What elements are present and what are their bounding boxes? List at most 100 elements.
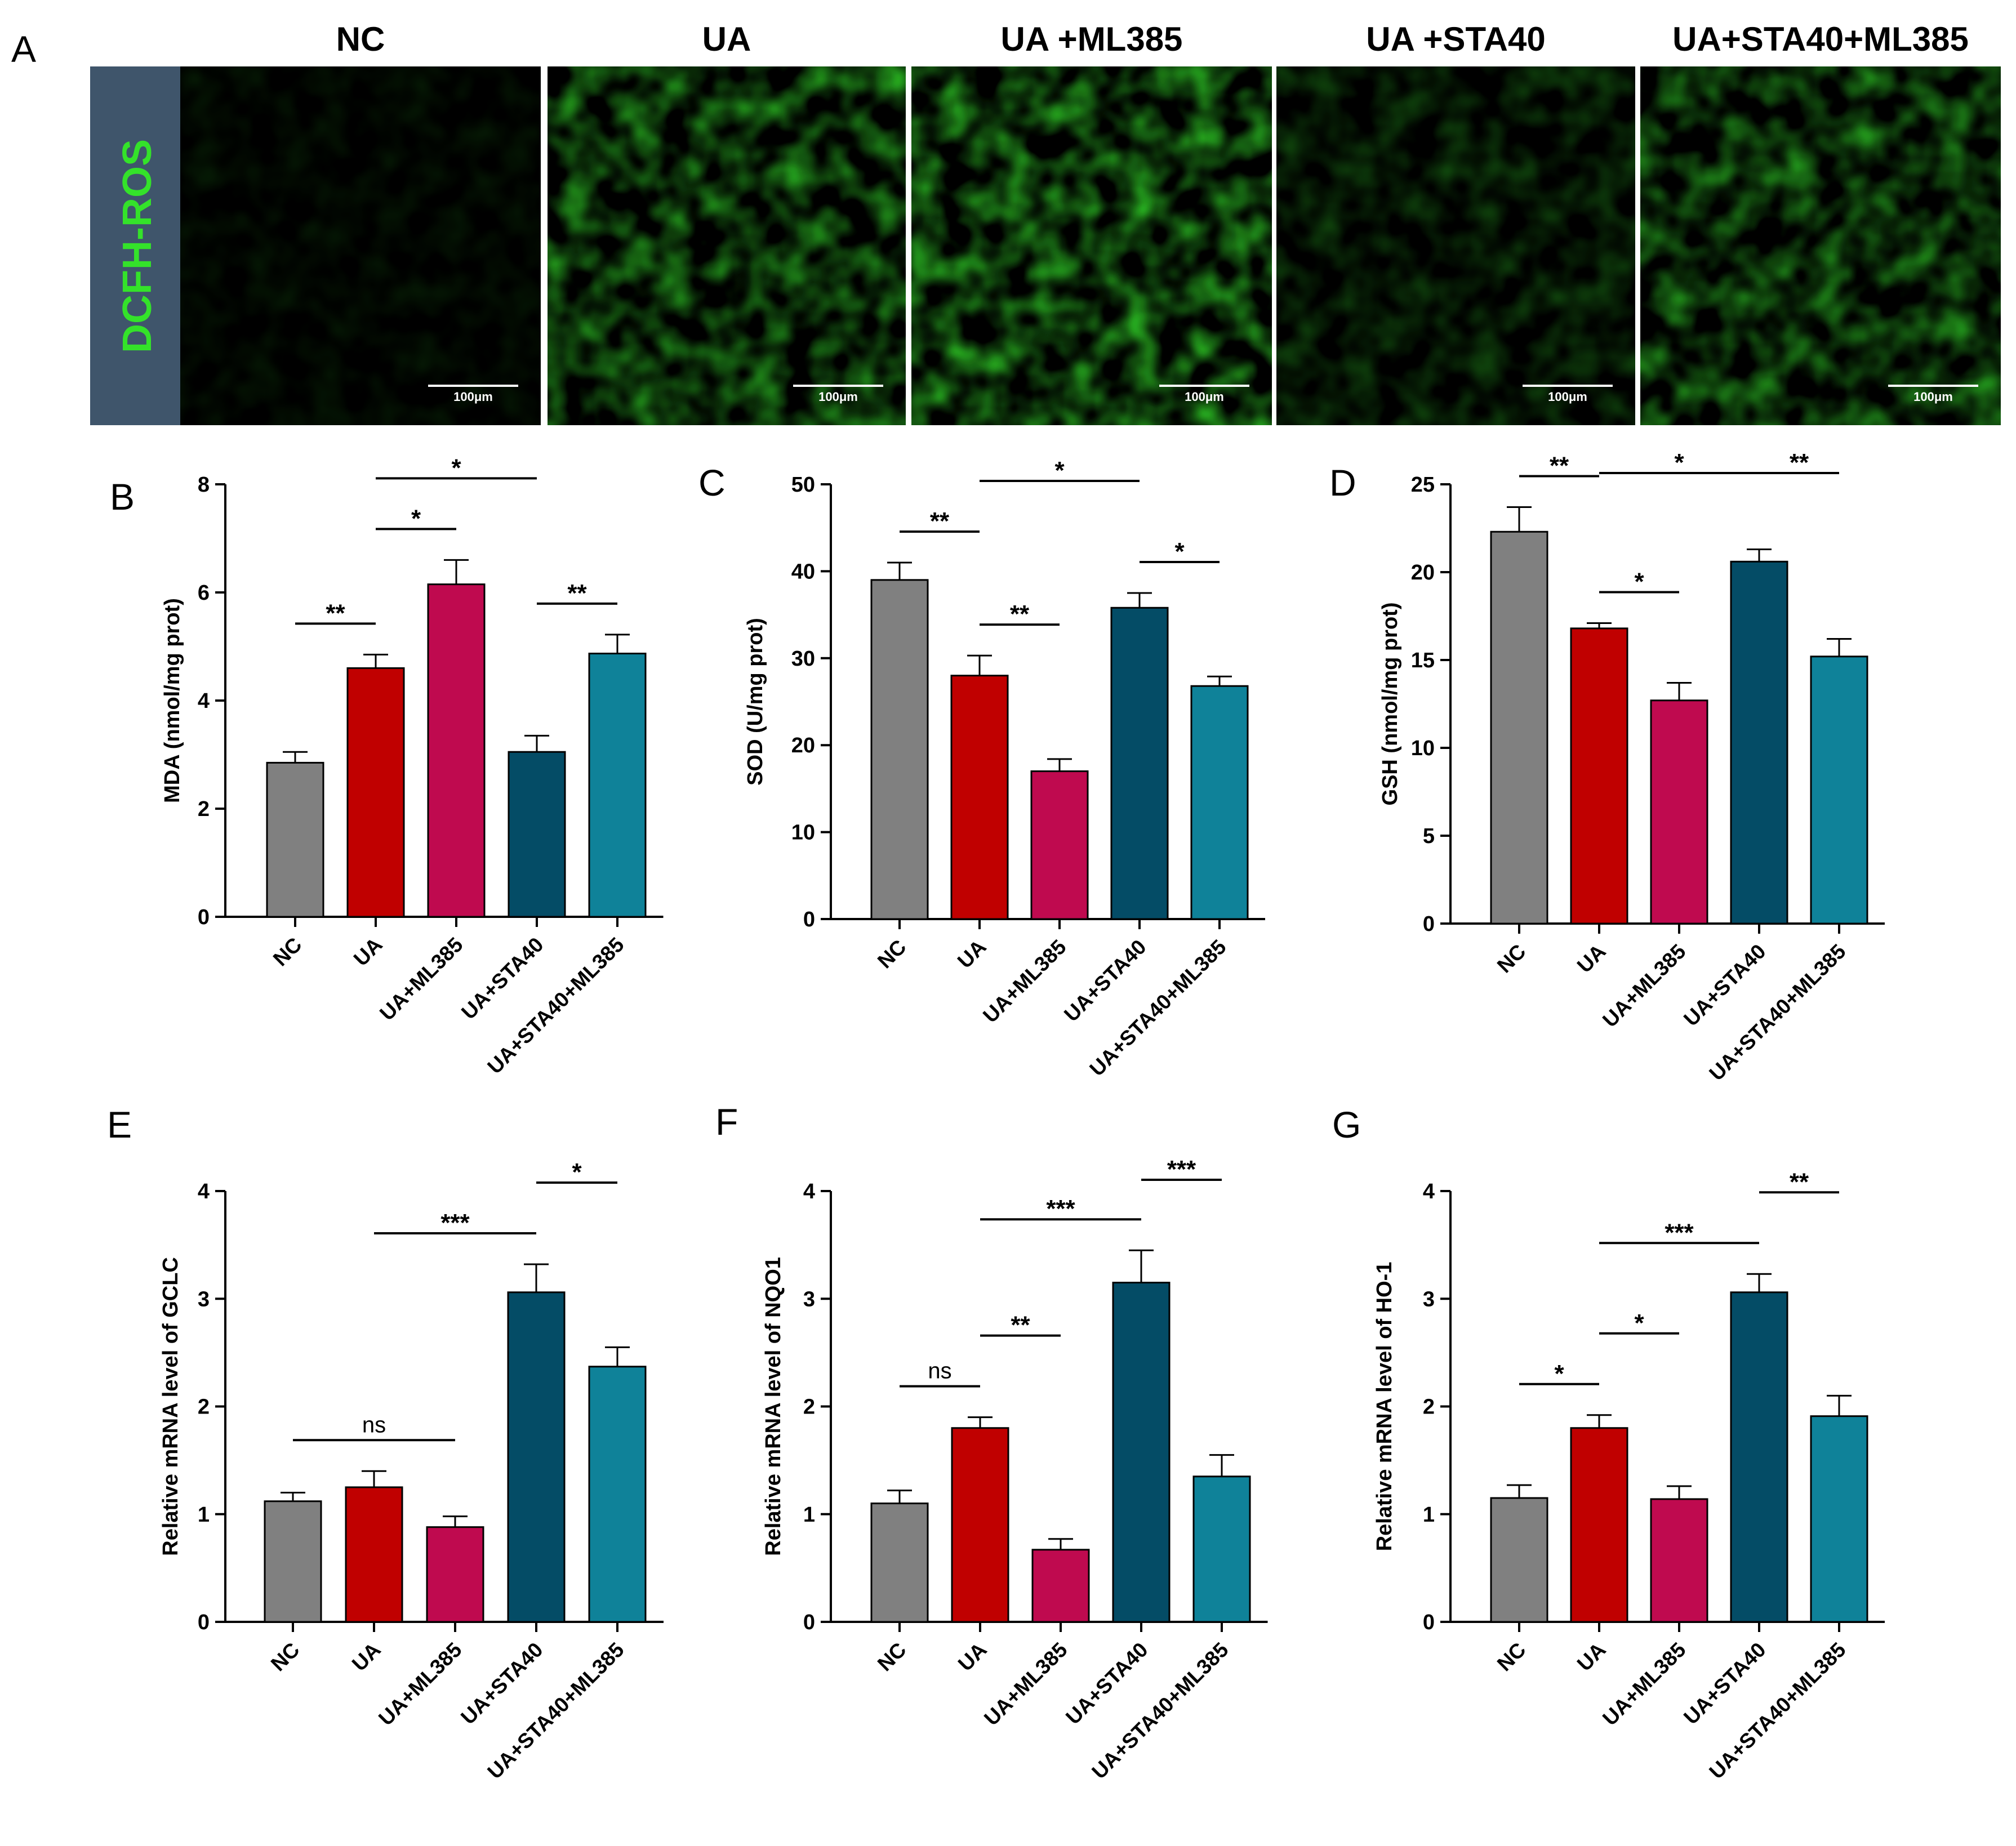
significance-label: ** [567, 579, 587, 607]
bar [951, 1427, 1009, 1623]
bar [1650, 1498, 1708, 1623]
y-tick-label: 1 [803, 1503, 815, 1527]
y-tick-label: 50 [791, 473, 815, 497]
significance-label: ** [930, 507, 950, 535]
x-tick-label: UA [1573, 1638, 1610, 1676]
panel-letter: E [107, 1104, 132, 1145]
significance-label: ** [1011, 1312, 1030, 1339]
x-tick-label: NC [1493, 1638, 1530, 1676]
significance-label: ** [326, 599, 345, 627]
y-tick-label: 5 [1423, 824, 1435, 848]
significance-label: ** [1550, 452, 1569, 480]
x-tick-label: UA+STA40+ML385 [1087, 1638, 1232, 1783]
panel-letter: C [698, 462, 726, 503]
x-tick-label: UA+ML385 [980, 1638, 1071, 1730]
y-tick-label: 0 [1423, 912, 1435, 936]
y-tick-label: 15 [1411, 649, 1435, 672]
micrograph-fluorescence [1276, 66, 1635, 425]
bar [426, 1526, 484, 1623]
significance-label: *** [1046, 1195, 1075, 1223]
bar [1031, 1549, 1090, 1623]
x-tick-label: UA+ML385 [374, 1638, 466, 1730]
scale-bar-label: 100μm [1913, 390, 1953, 404]
significance-label: * [1054, 457, 1065, 484]
significance-label: *** [1167, 1156, 1196, 1183]
y-axis-label: Relative mRNA level of GCLC [159, 1257, 183, 1556]
bar [1570, 1427, 1628, 1623]
group-title: NC [336, 20, 385, 58]
panel-letter: G [1332, 1104, 1361, 1145]
y-axis-label: SOD (U/mg prot) [744, 618, 767, 786]
significance-label: ** [1010, 600, 1030, 628]
y-tick-label: 0 [803, 908, 815, 931]
significance-label: * [1674, 449, 1684, 476]
y-axis-label: Relative mRNA level of NQO1 [762, 1257, 785, 1556]
micrograph-fluorescence [548, 66, 906, 425]
significance-label: ** [1790, 1168, 1809, 1196]
bar [264, 1500, 322, 1623]
scale-bar-label: 100μm [453, 390, 493, 404]
bar [1490, 1497, 1548, 1623]
panel-letter: B [110, 476, 135, 518]
x-tick-label: UA [954, 1638, 991, 1676]
group-title: UA [702, 20, 751, 58]
y-tick-label: 2 [803, 1395, 815, 1419]
group-title: UA+STA40+ML385 [1672, 20, 1969, 58]
x-tick-label: UA+STA40+ML385 [483, 933, 628, 1078]
y-tick-label: 1 [1423, 1503, 1435, 1527]
bar [1490, 530, 1548, 925]
y-tick-label: 4 [198, 689, 210, 713]
bar [1190, 685, 1249, 920]
bar [345, 1486, 403, 1623]
x-tick-label: UA [349, 933, 387, 971]
significance-label: ** [1790, 449, 1809, 476]
y-tick-label: 4 [198, 1180, 210, 1203]
significance-label: *** [1665, 1219, 1694, 1246]
significance-label: *** [440, 1209, 470, 1237]
x-tick-label: UA+STA40+ML385 [483, 1638, 628, 1783]
bar [1730, 560, 1788, 925]
x-tick-label: UA+ML385 [1598, 1638, 1690, 1730]
bar [1810, 656, 1868, 925]
significance-label: * [1634, 568, 1644, 595]
y-tick-label: 8 [198, 473, 210, 497]
y-tick-label: 2 [198, 1395, 210, 1419]
y-axis-label: MDA (nmol/mg prot) [161, 598, 184, 803]
scale-bar-label: 100μm [1548, 390, 1587, 404]
chart-panel-c: C 0 10 20 30 40 50 SOD (U/mg prot) NC UAUA+ML385U… [698, 457, 1265, 1081]
bar [588, 652, 647, 918]
x-tick-label: NC [1493, 940, 1530, 978]
x-tick-label: UA+ML385 [1598, 940, 1690, 1032]
significance-label: * [411, 505, 421, 532]
bar [1650, 699, 1708, 925]
panel-a: A DCFH-ROS NC 100μm UA 100μm UA +ML385 100μm U… [11, 20, 2001, 425]
bar [427, 583, 486, 918]
significance-label: * [1174, 538, 1185, 565]
bar [1110, 607, 1169, 920]
scale-bar-label: 100μm [818, 390, 858, 404]
y-tick-label: 20 [1411, 561, 1435, 585]
bar [1192, 1475, 1251, 1623]
y-tick-label: 25 [1411, 473, 1435, 497]
group-title: UA +ML385 [1001, 20, 1183, 58]
y-tick-label: 4 [803, 1180, 815, 1203]
y-tick-label: 2 [198, 797, 210, 821]
x-tick-label: UA [348, 1638, 385, 1676]
bar [1030, 770, 1089, 920]
x-tick-label: NC [269, 933, 306, 971]
y-axis-label: GSH (nmol/mg prot) [1378, 603, 1402, 806]
y-tick-label: 3 [803, 1287, 815, 1311]
row-label-background [90, 66, 180, 425]
bar [346, 667, 405, 918]
y-tick-label: 3 [198, 1287, 210, 1311]
y-axis-label: Relative mRNA level of HO-1 [1373, 1262, 1396, 1551]
group-title: UA +STA40 [1366, 20, 1545, 58]
bar [266, 761, 324, 918]
row-label-dcfh-ros: DCFH-ROS [115, 139, 160, 353]
bar [507, 1291, 566, 1623]
panel-letter-a: A [11, 28, 36, 70]
